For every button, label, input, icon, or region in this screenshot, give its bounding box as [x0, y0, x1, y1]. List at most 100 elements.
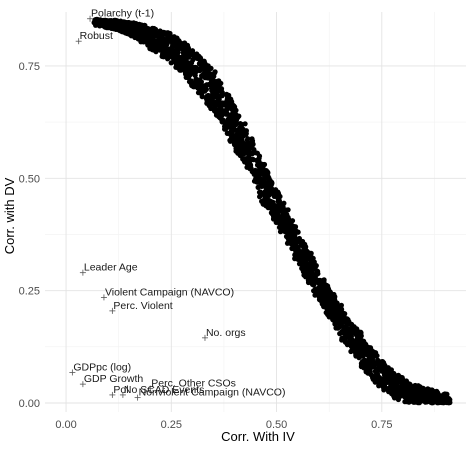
data-point: [387, 369, 393, 375]
data-point: [177, 57, 183, 63]
data-point: [261, 161, 268, 168]
data-point: [268, 182, 274, 188]
data-point: [251, 147, 257, 153]
data-point: [142, 26, 149, 32]
labeled-points: Polarchy (t-1) Robust Leader Age Violent Ca…: [69, 8, 285, 401]
data-point: [275, 219, 281, 225]
data-point: [243, 130, 249, 137]
data-point: [415, 398, 421, 404]
data-point: [330, 317, 336, 323]
data-point: [219, 112, 225, 118]
data-point: [185, 75, 191, 81]
data-point: [349, 321, 355, 327]
data-point: [192, 72, 198, 78]
x-axis-ticks: 0.00 0.25 0.50 0.75: [55, 419, 392, 431]
data-point: [395, 396, 401, 402]
data-point: [165, 49, 171, 55]
data-point: [331, 304, 338, 310]
data-point: [285, 232, 291, 238]
data-point: [273, 187, 279, 193]
data-point: [138, 22, 145, 28]
y-tick-label: 0.75: [19, 61, 40, 73]
data-point: [156, 46, 162, 52]
data-point: [379, 382, 385, 388]
data-point: [165, 34, 172, 40]
data-point: [205, 65, 211, 71]
data-point: [259, 181, 265, 187]
data-point: [138, 28, 145, 34]
grid-lines: [45, 12, 466, 412]
data-point: [344, 342, 350, 348]
data-points: [91, 16, 453, 406]
data-point: [354, 339, 360, 345]
data-point: [364, 350, 370, 356]
data-point: [238, 137, 244, 143]
data-point: [276, 213, 282, 219]
point-label: No. orgs: [206, 327, 246, 339]
data-point: [259, 198, 265, 204]
y-axis-ticks: 0.00 0.25 0.50 0.75: [19, 61, 40, 410]
data-point: [211, 108, 218, 114]
data-point: [200, 72, 206, 78]
data-point: [402, 383, 409, 389]
data-point: [174, 44, 180, 50]
data-point: [231, 142, 238, 148]
data-point: [304, 251, 310, 257]
data-point: [207, 97, 213, 103]
data-point: [281, 200, 287, 206]
data-point: [430, 397, 436, 403]
data-point: [289, 218, 296, 224]
data-point: [358, 349, 364, 355]
data-point: [219, 119, 225, 125]
data-point: [228, 113, 234, 119]
data-point: [285, 207, 291, 213]
data-point: [395, 372, 401, 378]
data-point: [257, 176, 263, 182]
data-point: [204, 100, 210, 106]
data-point: [256, 162, 262, 168]
data-point: [219, 93, 225, 99]
data-point: [183, 59, 189, 65]
data-point: [231, 106, 237, 112]
data-point: [371, 376, 378, 382]
data-point: [212, 87, 218, 94]
data-point: [348, 348, 354, 355]
data-point: [175, 38, 181, 45]
data-point: [285, 217, 291, 223]
data-point: [348, 330, 354, 336]
data-point: [199, 91, 205, 97]
data-point: [227, 117, 233, 123]
data-point: [215, 82, 221, 88]
data-point: [288, 241, 294, 247]
data-point: [260, 166, 266, 172]
data-point: [300, 257, 307, 263]
data-point: [270, 211, 276, 217]
data-point: [275, 190, 282, 197]
data-point: [358, 360, 364, 367]
data-point: [392, 385, 398, 391]
data-point: [217, 88, 223, 94]
data-point: [341, 315, 347, 321]
data-point: [263, 198, 269, 205]
data-point: [320, 277, 326, 283]
data-point: [224, 102, 230, 108]
data-point: [100, 18, 106, 24]
data-point: [171, 34, 177, 40]
data-point: [374, 361, 380, 367]
data-point: [247, 150, 253, 156]
data-point: [208, 75, 214, 81]
data-point: [255, 169, 261, 175]
x-tick-label: 0.50: [266, 419, 287, 431]
data-point: [214, 94, 220, 100]
data-point: [257, 194, 263, 200]
data-point: [313, 288, 319, 294]
data-point: [363, 361, 369, 368]
data-point: [318, 294, 324, 300]
data-point: [443, 399, 450, 405]
data-point: [299, 249, 305, 255]
data-point: [237, 152, 243, 158]
data-point: [149, 36, 155, 42]
data-point: [224, 96, 230, 102]
data-point: [411, 392, 417, 398]
data-point: [172, 49, 178, 55]
